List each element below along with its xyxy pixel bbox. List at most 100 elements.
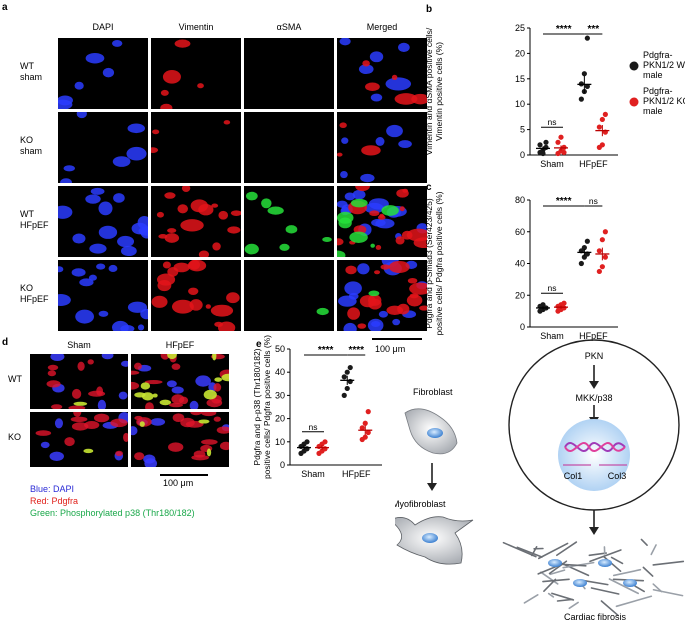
stain-blob	[75, 309, 95, 324]
stain-blob	[50, 404, 63, 409]
stain-blob	[83, 448, 94, 454]
stain-blob	[85, 194, 101, 204]
fibrosis-cell-icon	[548, 559, 562, 567]
stain-blob	[98, 201, 113, 216]
y-tick-label: 0	[280, 460, 285, 470]
fiber-strand	[556, 598, 573, 602]
stain-blob	[337, 152, 343, 157]
cardiac-fibrosis-label: Cardiac fibrosis	[564, 612, 627, 622]
stain-blob	[47, 364, 59, 371]
panel-d-legend-entry: Green: Phosphorylated p38 (Thr180/182)	[30, 508, 195, 518]
data-point	[578, 96, 584, 102]
stain-blob	[406, 228, 427, 242]
myofibroblast-nucleus-icon	[422, 533, 438, 543]
stain-blob	[398, 42, 410, 52]
stain-blob	[189, 400, 199, 409]
stain-blob	[79, 278, 94, 287]
stain-blob	[40, 441, 50, 449]
stain-blob	[358, 64, 374, 74]
y-axis-label: Vimentin and αSMA positive cells/	[424, 27, 434, 155]
stain-blob	[73, 412, 82, 417]
data-point	[596, 268, 602, 275]
stain-blob	[181, 186, 191, 192]
fiber-strand	[523, 594, 539, 604]
stain-blob	[151, 295, 168, 308]
x-category-label: HFpEF	[342, 469, 371, 479]
chart-letter: e	[256, 339, 262, 350]
stain-blob	[101, 354, 114, 360]
stain-blob	[381, 205, 399, 216]
stain-blob	[221, 373, 229, 382]
data-point	[578, 260, 584, 267]
pkn-label: PKN	[585, 351, 604, 361]
legend-entry: male	[643, 106, 663, 116]
data-point	[359, 425, 365, 431]
stain-blob	[411, 93, 427, 105]
data-point	[344, 369, 350, 375]
stain-blob	[201, 412, 217, 417]
stain-blob	[71, 268, 86, 277]
panel-d-row-label: WT	[8, 374, 22, 384]
legend-swatch	[629, 97, 639, 107]
stain-blob	[77, 361, 85, 371]
stain-blob	[162, 261, 171, 269]
stain-blob	[117, 235, 135, 248]
stain-blob	[397, 303, 410, 315]
stain-blob	[398, 140, 412, 148]
stain-blob	[167, 228, 177, 234]
stain-blob	[227, 226, 241, 234]
micrograph-tile	[244, 186, 334, 257]
stain-blob	[368, 290, 380, 297]
fibroblast-nucleus-icon	[427, 428, 443, 438]
scale-bar-line	[160, 474, 208, 476]
stain-blob	[349, 231, 368, 243]
fiber-strand	[610, 556, 624, 565]
significance-label: ****	[318, 345, 334, 356]
fiber-strand	[542, 578, 570, 583]
data-point	[599, 142, 605, 148]
stain-blob	[131, 222, 148, 235]
stain-blob	[98, 225, 118, 239]
panel-a-column-header: Vimentin	[178, 22, 214, 32]
stain-blob	[120, 245, 137, 257]
data-point	[322, 446, 328, 452]
data-point	[347, 364, 353, 371]
significance-label: ns	[548, 117, 557, 127]
y-tick-label: 0	[520, 150, 525, 160]
stain-blob	[58, 205, 73, 219]
data-point	[584, 35, 590, 41]
stain-blob	[195, 375, 211, 387]
scale-bar-line	[372, 338, 422, 340]
stain-blob	[169, 402, 184, 408]
stain-blob	[171, 386, 184, 394]
stain-blob	[338, 217, 352, 229]
data-point	[362, 420, 368, 426]
stain-blob	[216, 426, 229, 434]
stain-blob	[244, 243, 259, 255]
stain-blob	[409, 282, 427, 295]
stain-blob	[201, 439, 218, 445]
micrograph-tile	[244, 38, 334, 109]
stain-blob	[166, 380, 177, 388]
data-point	[599, 116, 605, 123]
stain-blob	[365, 82, 380, 91]
stain-blob	[126, 146, 147, 161]
data-point	[581, 71, 587, 77]
data-point	[365, 429, 371, 436]
stain-blob	[134, 392, 146, 398]
stain-blob	[370, 93, 383, 102]
nucleus-sphere-icon	[558, 419, 630, 491]
stain-blob	[87, 359, 94, 365]
significance-label: ns	[309, 422, 318, 432]
chart-c: c 0 20 40 60 80 Sham HFpEF Pdgfra and p-Smad3 (S…	[424, 182, 618, 341]
stain-blob	[131, 370, 140, 375]
stain-blob	[386, 124, 403, 138]
stain-blob	[160, 89, 169, 96]
panel-a-row-label: KO HFpEF	[20, 283, 49, 304]
fiber-strand	[516, 546, 543, 558]
stain-blob	[64, 437, 75, 447]
y-axis-label: positive cells/ Pdgfra positive cells (%…	[262, 335, 272, 479]
fiber-strand	[640, 538, 648, 546]
stain-blob	[245, 191, 258, 201]
micrograph-tile	[58, 112, 148, 183]
